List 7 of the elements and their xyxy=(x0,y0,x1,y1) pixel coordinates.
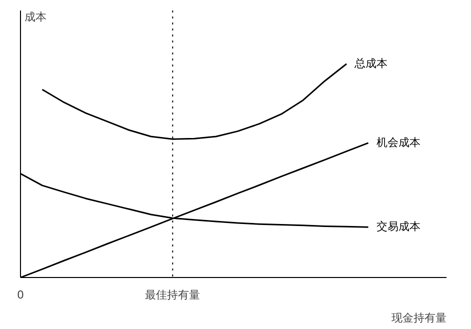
x-axis-title: 现金持有量 xyxy=(392,312,446,324)
series-label: 机会成本 xyxy=(376,136,420,149)
x-tick-label: 0 xyxy=(17,288,24,302)
x-tick-label: 最佳持有量 xyxy=(145,288,200,302)
y-axis-title: 成本 xyxy=(24,10,46,24)
series-label: 总成本 xyxy=(354,56,388,70)
series-label: 交易成本 xyxy=(376,220,420,234)
